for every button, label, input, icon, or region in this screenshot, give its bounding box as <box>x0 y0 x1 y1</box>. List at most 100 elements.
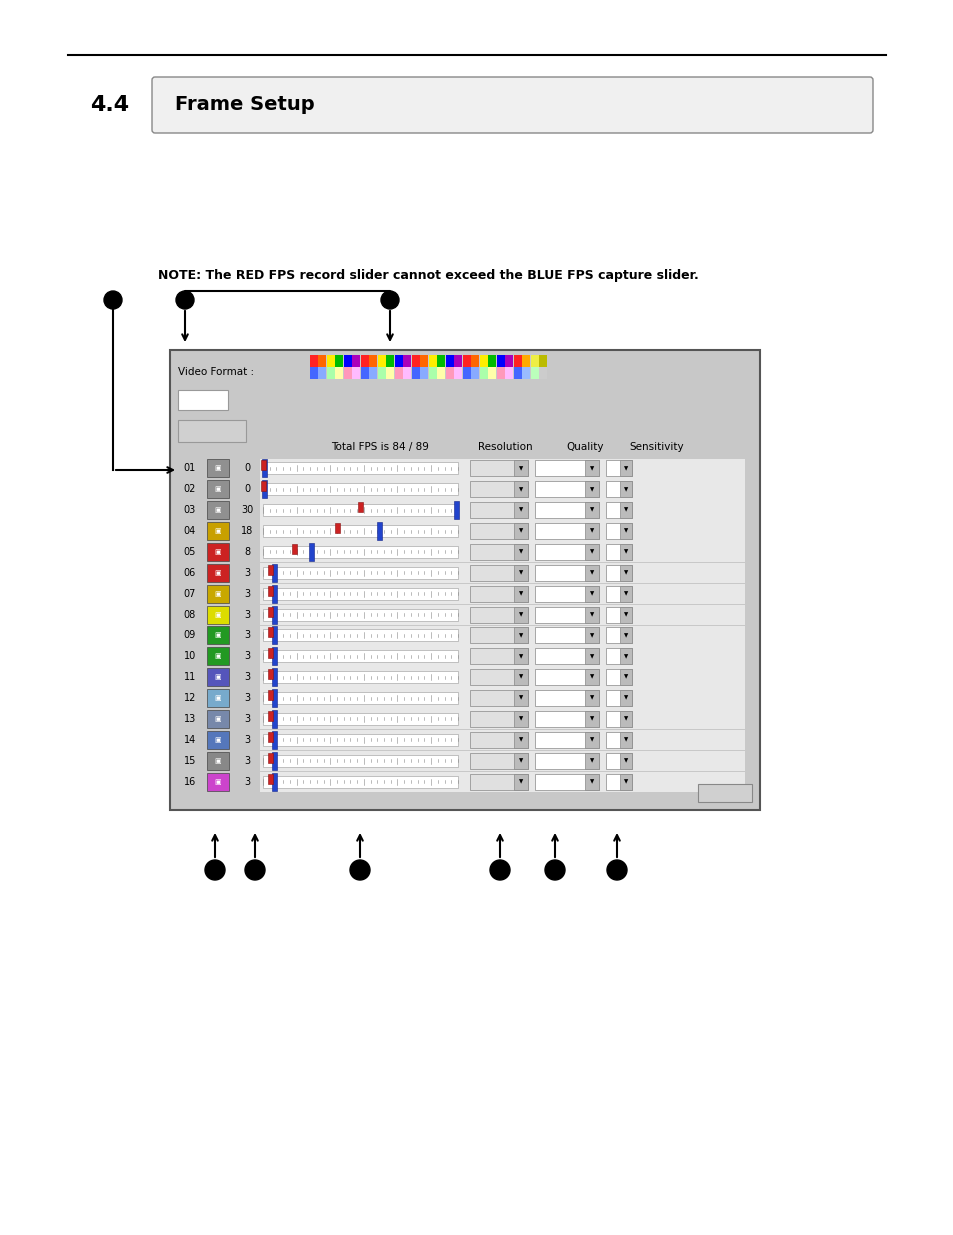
Bar <box>263 546 457 558</box>
Text: 7: 7 <box>611 485 616 494</box>
Bar <box>535 752 598 768</box>
Text: ▼: ▼ <box>589 653 594 658</box>
Text: 3: 3 <box>244 777 250 787</box>
Text: ▼: ▼ <box>589 466 594 471</box>
Text: ▼: ▼ <box>623 695 627 700</box>
Bar <box>470 482 527 498</box>
Bar <box>292 543 296 555</box>
Bar <box>470 648 527 664</box>
Bar <box>260 730 744 750</box>
Text: ▼: ▼ <box>623 716 627 721</box>
Text: Frame Setup: Frame Setup <box>174 95 314 115</box>
Text: ▣: ▣ <box>214 611 221 618</box>
Text: ▼: ▼ <box>623 550 627 555</box>
Bar <box>207 689 229 708</box>
Bar <box>263 713 457 725</box>
Bar <box>535 690 598 706</box>
Text: Normal: Normal <box>544 547 573 557</box>
Text: ▼: ▼ <box>518 695 522 700</box>
Bar <box>446 354 454 367</box>
Bar <box>605 711 631 727</box>
Text: Normal: Normal <box>544 694 573 703</box>
Bar <box>260 479 744 500</box>
Text: Normal: Normal <box>544 673 573 682</box>
Bar <box>535 669 598 685</box>
Bar <box>535 503 598 519</box>
Text: 360X240: 360X240 <box>476 694 511 703</box>
Bar <box>207 773 229 790</box>
Bar <box>497 367 504 379</box>
Text: ▼: ▼ <box>623 632 627 638</box>
Bar <box>535 711 598 727</box>
Text: ▼: ▼ <box>623 779 627 784</box>
Bar <box>584 732 598 748</box>
Bar <box>605 503 631 519</box>
Bar <box>261 461 266 471</box>
Text: ▼: ▼ <box>518 529 522 534</box>
Bar <box>335 354 343 367</box>
Bar <box>522 367 530 379</box>
Bar <box>272 668 277 687</box>
Text: ▼: ▼ <box>589 613 594 618</box>
Bar <box>584 752 598 768</box>
Text: 7: 7 <box>611 756 616 766</box>
Bar <box>514 773 527 789</box>
Bar <box>535 732 598 748</box>
Bar <box>619 461 631 477</box>
Text: ▼: ▼ <box>589 632 594 638</box>
Text: 3: 3 <box>244 651 250 661</box>
Bar <box>619 669 631 685</box>
Text: 7: 7 <box>611 505 616 515</box>
Bar <box>272 564 277 582</box>
Text: ▼: ▼ <box>518 592 522 597</box>
Bar <box>360 354 369 367</box>
Bar <box>386 354 395 367</box>
Circle shape <box>350 860 370 881</box>
Text: ▣: ▣ <box>214 695 221 701</box>
Circle shape <box>205 860 225 881</box>
Bar <box>479 354 488 367</box>
Text: ▼: ▼ <box>518 487 522 492</box>
Text: ▼: ▼ <box>623 487 627 492</box>
Bar <box>260 751 744 771</box>
Bar <box>309 543 314 561</box>
Bar <box>497 354 504 367</box>
Bar <box>260 625 744 646</box>
Bar <box>335 367 343 379</box>
Text: ▼: ▼ <box>623 529 627 534</box>
Bar <box>470 732 527 748</box>
Bar <box>514 606 527 622</box>
Text: Video Format :: Video Format : <box>178 367 253 377</box>
Bar <box>535 585 598 601</box>
Text: 3: 3 <box>244 610 250 620</box>
Bar <box>261 482 266 492</box>
Bar <box>619 606 631 622</box>
Bar <box>207 480 229 498</box>
Bar <box>605 648 631 664</box>
Text: Total FPS is 84 / 89: Total FPS is 84 / 89 <box>331 442 429 452</box>
Bar <box>268 752 273 763</box>
Text: 09: 09 <box>184 630 196 641</box>
Circle shape <box>544 860 564 881</box>
Text: ▼: ▼ <box>518 653 522 658</box>
Bar <box>260 542 744 562</box>
Text: 7: 7 <box>611 589 616 598</box>
Text: ▼: ▼ <box>518 550 522 555</box>
Bar <box>263 692 457 704</box>
Bar <box>260 667 744 688</box>
Text: 360X240: 360X240 <box>476 589 511 598</box>
Bar <box>263 504 457 516</box>
Bar <box>470 524 527 538</box>
Text: 06: 06 <box>184 568 196 578</box>
Bar <box>488 367 496 379</box>
Text: 360X240: 360X240 <box>476 526 511 536</box>
Text: 360X240: 360X240 <box>476 714 511 724</box>
Bar <box>207 626 229 645</box>
Text: ▣: ▣ <box>214 632 221 638</box>
Bar <box>268 564 273 574</box>
Bar <box>584 564 598 580</box>
Bar <box>272 710 277 727</box>
Text: 7: 7 <box>611 694 616 703</box>
Bar <box>272 605 277 624</box>
Bar <box>470 752 527 768</box>
